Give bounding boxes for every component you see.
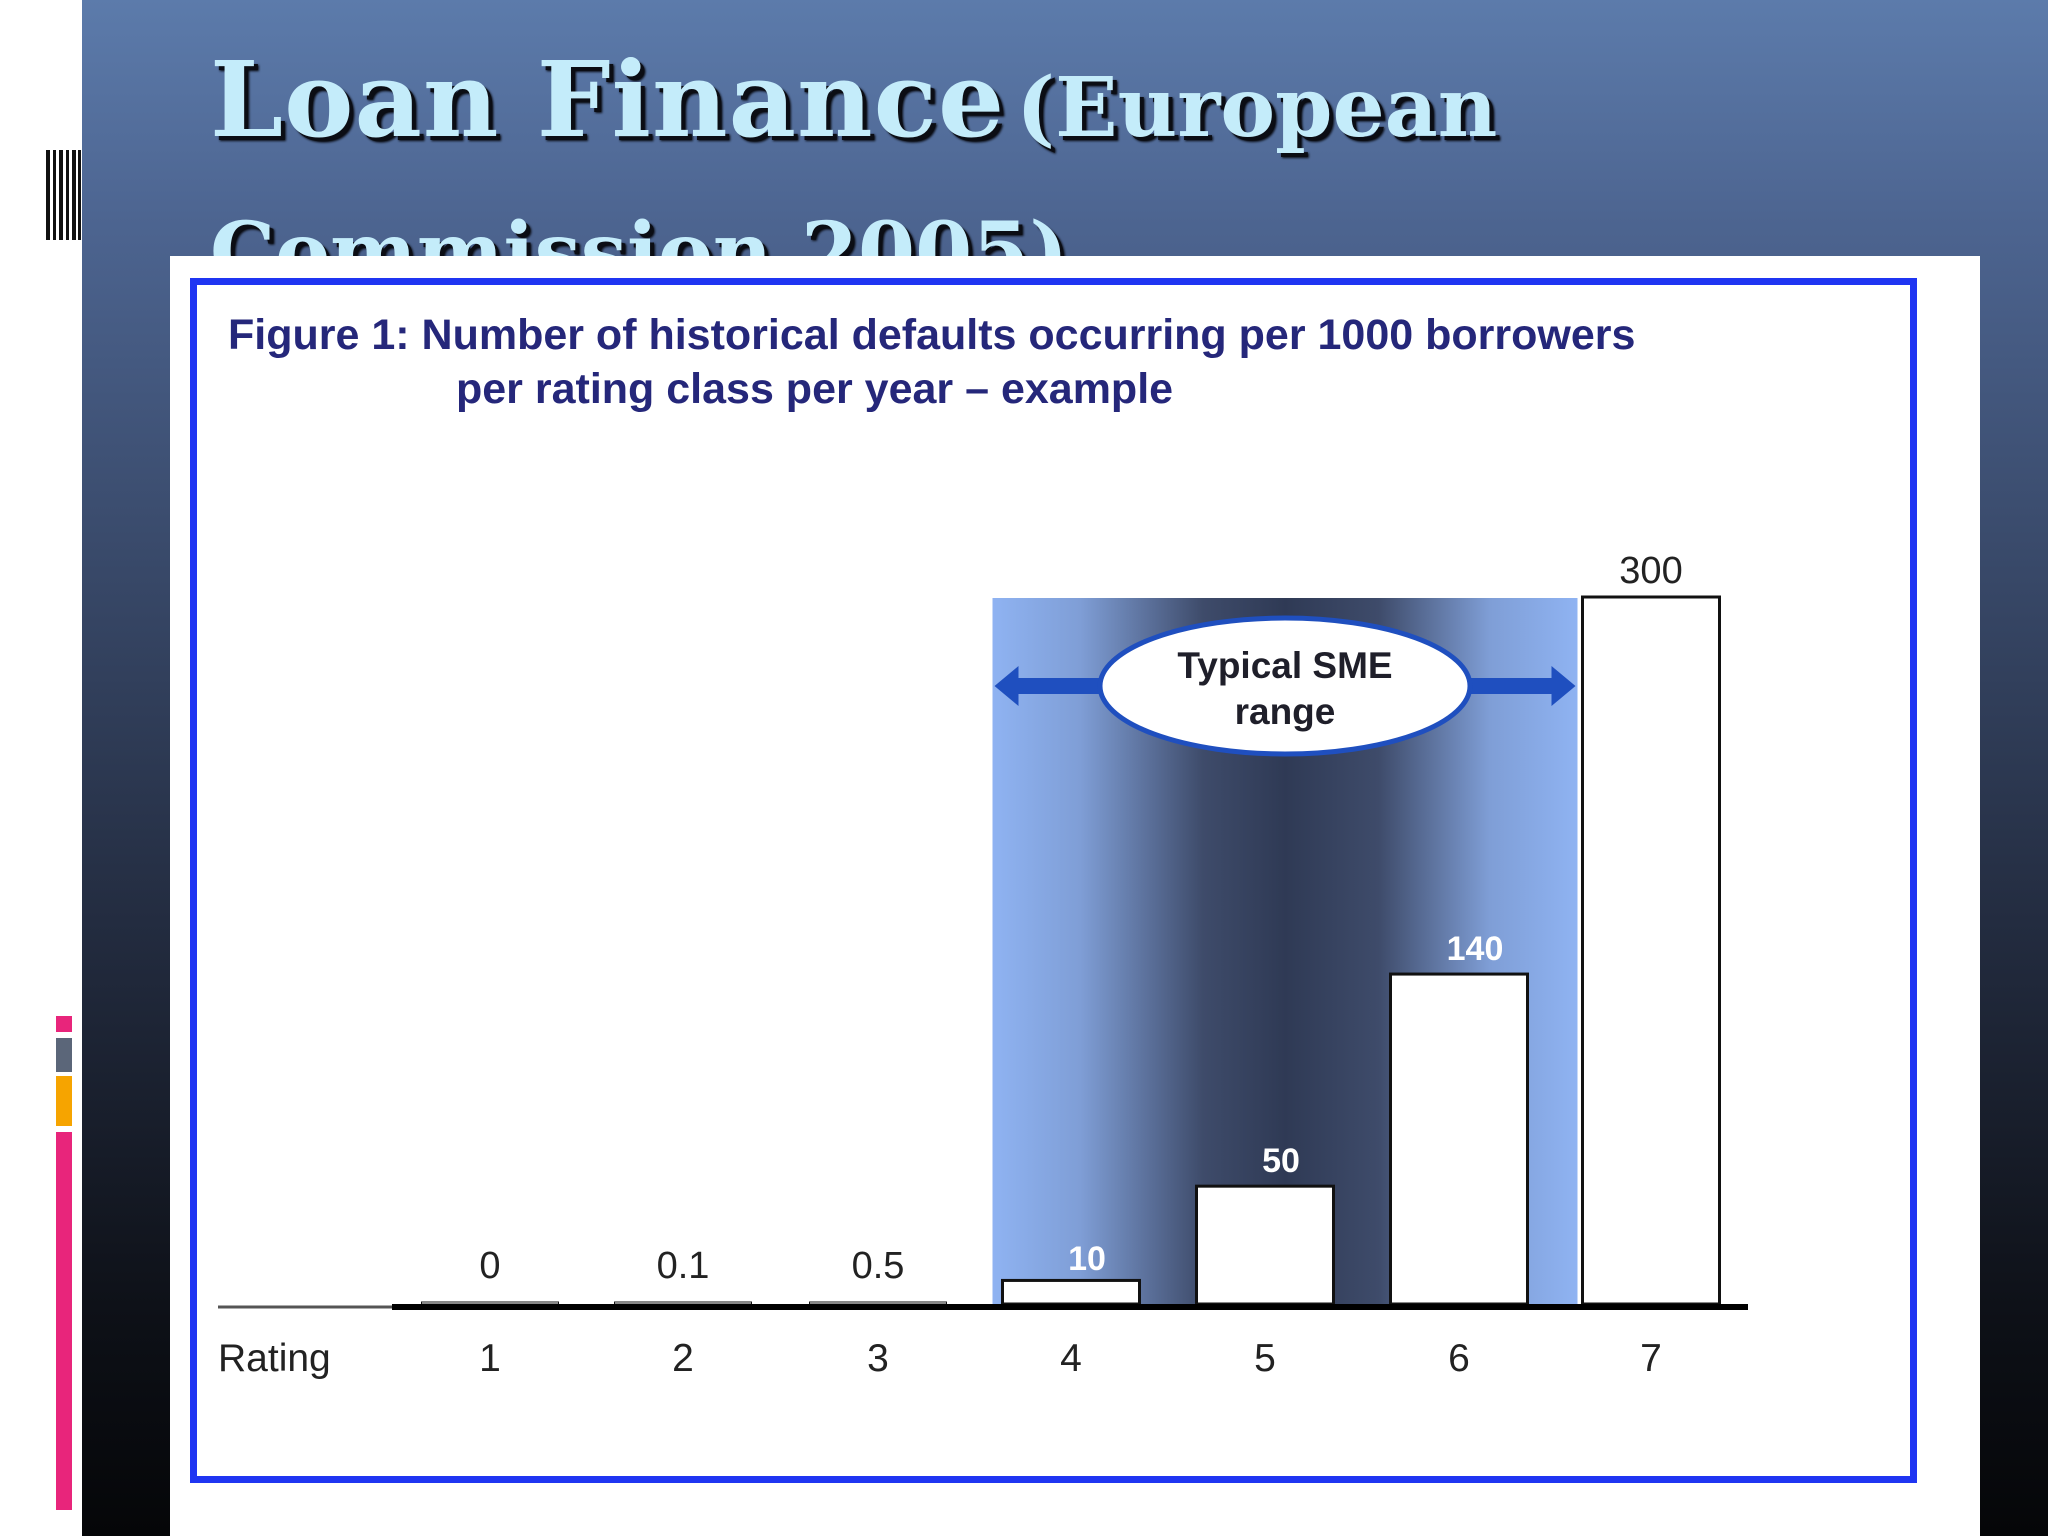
decorative-accent-pink-top (56, 1016, 72, 1032)
tick-label-rating-1: 1 (479, 1337, 501, 1380)
figure-frame (190, 278, 1917, 1483)
decorative-accent-orange (56, 1076, 72, 1126)
figure-title-line2: per rating class per year – example (456, 365, 1174, 413)
sme-range-label-line1: Typical SME (1177, 645, 1392, 686)
arrow-right-icon (1465, 666, 1576, 706)
bar-rating-3 (809, 1301, 947, 1305)
bars-group (421, 595, 1721, 1306)
tick-labels-group: 1 2 3 4 5 6 7 (479, 1337, 1662, 1380)
tick-label-rating-3: 3 (867, 1337, 889, 1380)
bar-rating-7 (1581, 595, 1721, 1306)
sme-range-oval (1097, 615, 1473, 757)
sme-range-annotation: Typical SME range (994, 615, 1576, 757)
tick-label-rating-4: 4 (1060, 1337, 1082, 1380)
value-label-rating-2: 0.1 (657, 1245, 710, 1287)
value-label-rating-3: 0.5 (852, 1245, 905, 1287)
bar-rating-5 (1195, 1184, 1335, 1306)
tick-label-rating-5: 5 (1254, 1337, 1276, 1380)
tick-label-rating-7: 7 (1640, 1337, 1662, 1380)
value-label-rating-6: 140 (1447, 930, 1504, 968)
value-label-rating-1: 0 (479, 1245, 500, 1287)
slide-title-paren: (European (1016, 60, 1498, 156)
bar-rating-2 (614, 1301, 752, 1305)
bar-rating-4 (1001, 1278, 1141, 1306)
value-label-rating-5: 50 (1262, 1142, 1300, 1180)
tick-label-rating-2: 2 (672, 1337, 694, 1380)
figure-title: Figure 1: Number of historical defaults … (228, 308, 1868, 416)
decorative-bars (46, 150, 82, 240)
bar-rating-1 (421, 1301, 559, 1305)
slide-title-main: Loan Finance (210, 38, 1006, 161)
decorative-accent-slate (56, 1038, 72, 1072)
arrow-left-icon (994, 666, 1105, 706)
value-labels-group: 0 0.1 0.5 10 50 140 300 (479, 550, 1682, 1287)
bar-rating-6 (1389, 972, 1529, 1306)
tick-label-rating-6: 6 (1448, 1337, 1470, 1380)
decorative-accent-pink-bottom (56, 1132, 72, 1510)
figure-title-line1: Figure 1: Number of historical defaults … (228, 311, 1636, 359)
value-label-rating-4: 10 (1068, 1240, 1106, 1278)
value-label-rating-7: 300 (1619, 550, 1682, 592)
sme-range-label-line2: range (1235, 691, 1336, 732)
x-axis-label: Rating (218, 1337, 331, 1380)
